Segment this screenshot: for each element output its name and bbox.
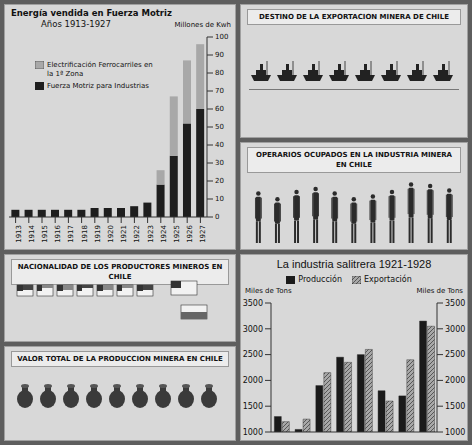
- svg-text:1923: 1923: [147, 225, 155, 243]
- svg-text:3500: 3500: [445, 299, 465, 308]
- html-text:Exportación: Exportación: [364, 275, 412, 284]
- svg-text:40: 40: [215, 141, 224, 149]
- svg-text:1915: 1915: [41, 225, 49, 243]
- svg-text:60: 60: [215, 105, 224, 113]
- svg-text:1500: 1500: [445, 402, 465, 411]
- svg-text:1500: 1500: [243, 402, 263, 411]
- svg-text:1000: 1000: [445, 428, 465, 437]
- svg-text:2500: 2500: [243, 350, 263, 359]
- svg-text:30: 30: [215, 159, 224, 167]
- svg-text:1913: 1913: [15, 225, 23, 243]
- svg-text:1919: 1919: [94, 225, 102, 243]
- html-text:OPERARIOS OCUPADOS EN LA INDUS: OPERARIOS OCUPADOS EN LA INDUSTRIA MINER…: [256, 151, 452, 169]
- html-text:Energía vendida en Fuerza Motr: Energía vendida en Fuerza Motriz: [11, 8, 172, 18]
- svg-text:100: 100: [215, 33, 228, 41]
- svg-text:1921: 1921: [120, 225, 128, 243]
- svg-text:50: 50: [215, 123, 224, 131]
- svg-text:70: 70: [215, 87, 224, 95]
- svg-text:1925: 1925: [173, 225, 181, 243]
- html-text:Fuerza Motriz para Industrias: Fuerza Motriz para Industrias: [47, 82, 149, 90]
- svg-text:1927: 1927: [199, 225, 207, 243]
- svg-text:1926: 1926: [186, 224, 194, 242]
- svg-text:1917: 1917: [67, 225, 75, 243]
- svg-text:1918: 1918: [81, 225, 89, 243]
- svg-text:1922: 1922: [133, 225, 141, 243]
- svg-text:2000: 2000: [243, 376, 263, 385]
- html-text:DESTINO DE LA EXPORTACION MINE: DESTINO DE LA EXPORTACION MINERA DE CHIL…: [259, 13, 449, 21]
- svg-text:1000: 1000: [243, 428, 263, 437]
- svg-text:80: 80: [215, 69, 224, 77]
- svg-text:10: 10: [215, 195, 224, 203]
- html-text:Producción: Producción: [298, 275, 343, 284]
- svg-text:90: 90: [215, 51, 224, 59]
- svg-text:1924: 1924: [160, 224, 168, 242]
- html-text:NACIONALIDAD DE LOS PRODUCTORE: NACIONALIDAD DE LOS PRODUCTORES MINEROS …: [17, 263, 223, 281]
- svg-text:20: 20: [215, 177, 224, 185]
- svg-text:3000: 3000: [445, 325, 465, 334]
- svg-text:2500: 2500: [445, 350, 465, 359]
- svg-text:1920: 1920: [107, 225, 115, 243]
- html-text:Electrificación Ferrocarriles: Electrificación Ferrocarriles en la 1ª Z…: [47, 61, 153, 78]
- html-text:Millones de Kwh: Millones de Kwh: [174, 21, 231, 29]
- svg-text:1916: 1916: [54, 224, 62, 242]
- html-text:VALOR TOTAL DE LA PRODUCCION M: VALOR TOTAL DE LA PRODUCCION MINERA EN C…: [17, 355, 223, 363]
- svg-text:3500: 3500: [243, 299, 263, 308]
- html-text:Miles de Tons: Miles de Tons: [416, 287, 463, 295]
- html-text:Miles de Tons: Miles de Tons: [245, 287, 292, 295]
- html-text:Años 1913-1927: Años 1913-1927: [41, 19, 111, 29]
- svg-text:1914: 1914: [28, 224, 36, 242]
- svg-text:2000: 2000: [445, 376, 465, 385]
- html-text:La industria salitrera 1921-19: La industria salitrera 1921-1928: [276, 258, 432, 270]
- svg-text:0: 0: [215, 213, 219, 221]
- svg-text:3000: 3000: [243, 325, 263, 334]
